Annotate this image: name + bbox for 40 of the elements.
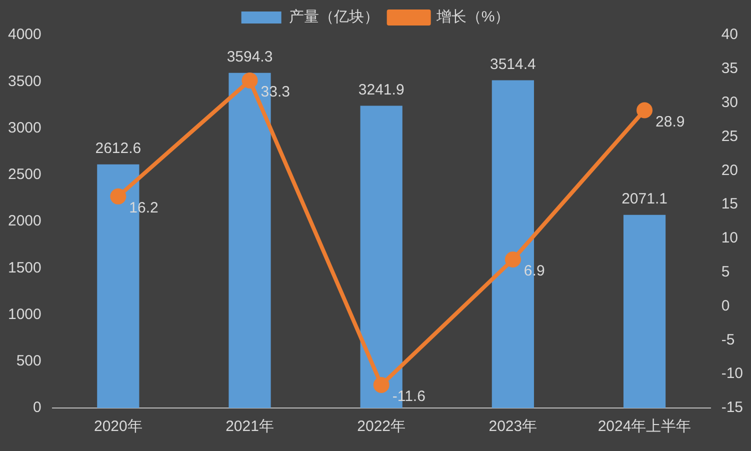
data-label: 2612.6: [95, 140, 142, 158]
y-tick-label: 0: [33, 399, 42, 416]
x-tick-label: 2021年: [226, 418, 274, 436]
x-tick-label: 2020年: [94, 418, 142, 436]
y-tick-label: 2500: [8, 166, 42, 184]
y-tick-label: 3000: [8, 119, 42, 136]
data-label: 28.9: [656, 113, 685, 130]
x-tick-label: 2023年: [488, 418, 538, 436]
x-tick-label: 2022年: [357, 418, 406, 436]
y-tick-label: 4000: [8, 26, 42, 44]
bar: [623, 214, 666, 408]
y2-tick-label: 30: [721, 94, 738, 111]
y2-tick-label: 5: [721, 264, 730, 281]
y2-tick-label: -10: [721, 365, 744, 382]
y2-tick-label: -5: [721, 331, 735, 348]
y2-tick-label: 40: [721, 26, 738, 44]
y2-tick-label: 0: [721, 297, 730, 314]
y2-tick-label: 15: [721, 196, 738, 213]
x-tick-label: 2024年上半年: [598, 418, 692, 436]
data-label: 3241.9: [358, 81, 404, 98]
point: [110, 188, 126, 204]
y-tick-label: 3500: [8, 72, 42, 90]
y2-tick-label: 25: [721, 128, 738, 145]
y-tick-label: 500: [16, 352, 42, 370]
point: [242, 72, 258, 88]
y2-tick-label: -15: [721, 399, 744, 416]
legend-label: 产量（亿块）: [288, 8, 379, 26]
point: [636, 102, 653, 118]
point: [373, 376, 390, 393]
y-tick-label: 1000: [8, 306, 42, 323]
y-tick-label: 1500: [8, 259, 42, 276]
y2-tick-label: 10: [721, 230, 738, 247]
y2-tick-label: 35: [721, 60, 738, 78]
point: [504, 251, 521, 268]
data-label: 2071.1: [622, 190, 668, 208]
y-tick-label: 2000: [8, 212, 42, 230]
y2-tick-label: 20: [721, 162, 738, 179]
data-label: 3514.4: [490, 56, 536, 73]
legend-label: 增长（%）: [435, 8, 510, 26]
data-label: 3594.3: [226, 48, 273, 66]
